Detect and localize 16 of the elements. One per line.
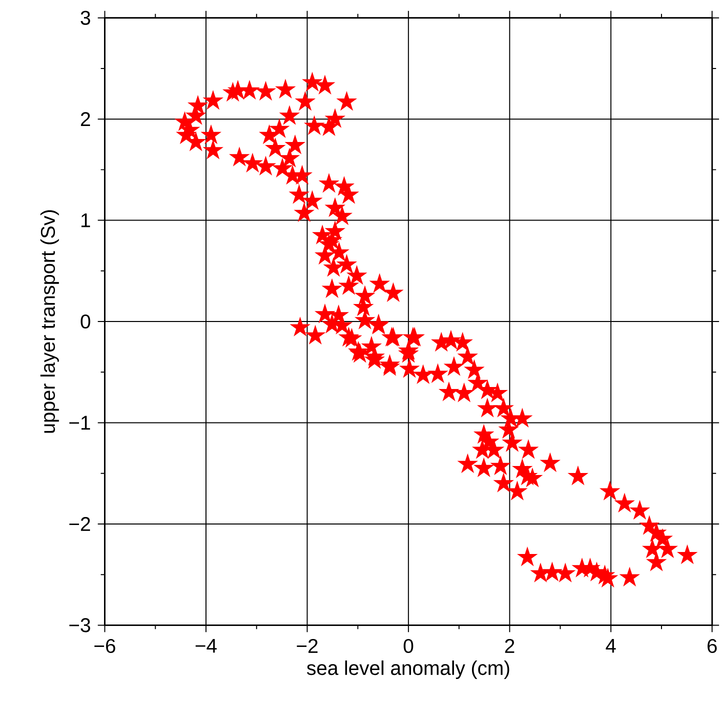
y-tick-label: 0 (80, 314, 90, 329)
x-axis-title: sea level anomaly (cm) (306, 660, 510, 680)
x-tick-label: 2 (505, 639, 514, 654)
x-tick-label: −2 (296, 639, 318, 654)
x-tick-label: 0 (404, 639, 414, 654)
y-tick-label: −1 (69, 416, 90, 430)
y-axis-title: upper layer transport (Sv) (40, 210, 59, 433)
y-tick-label: −2 (69, 517, 90, 532)
y-tick-label: 2 (80, 112, 90, 126)
x-tick-label: 6 (708, 639, 717, 654)
x-tick-label: 4 (606, 639, 616, 653)
y-tick-label: 1 (81, 214, 90, 228)
y-tick-label: 3 (80, 11, 90, 26)
x-tick-label: −6 (94, 639, 116, 654)
y-tick-label: −3 (69, 618, 90, 632)
x-tick-label: −4 (196, 639, 217, 653)
